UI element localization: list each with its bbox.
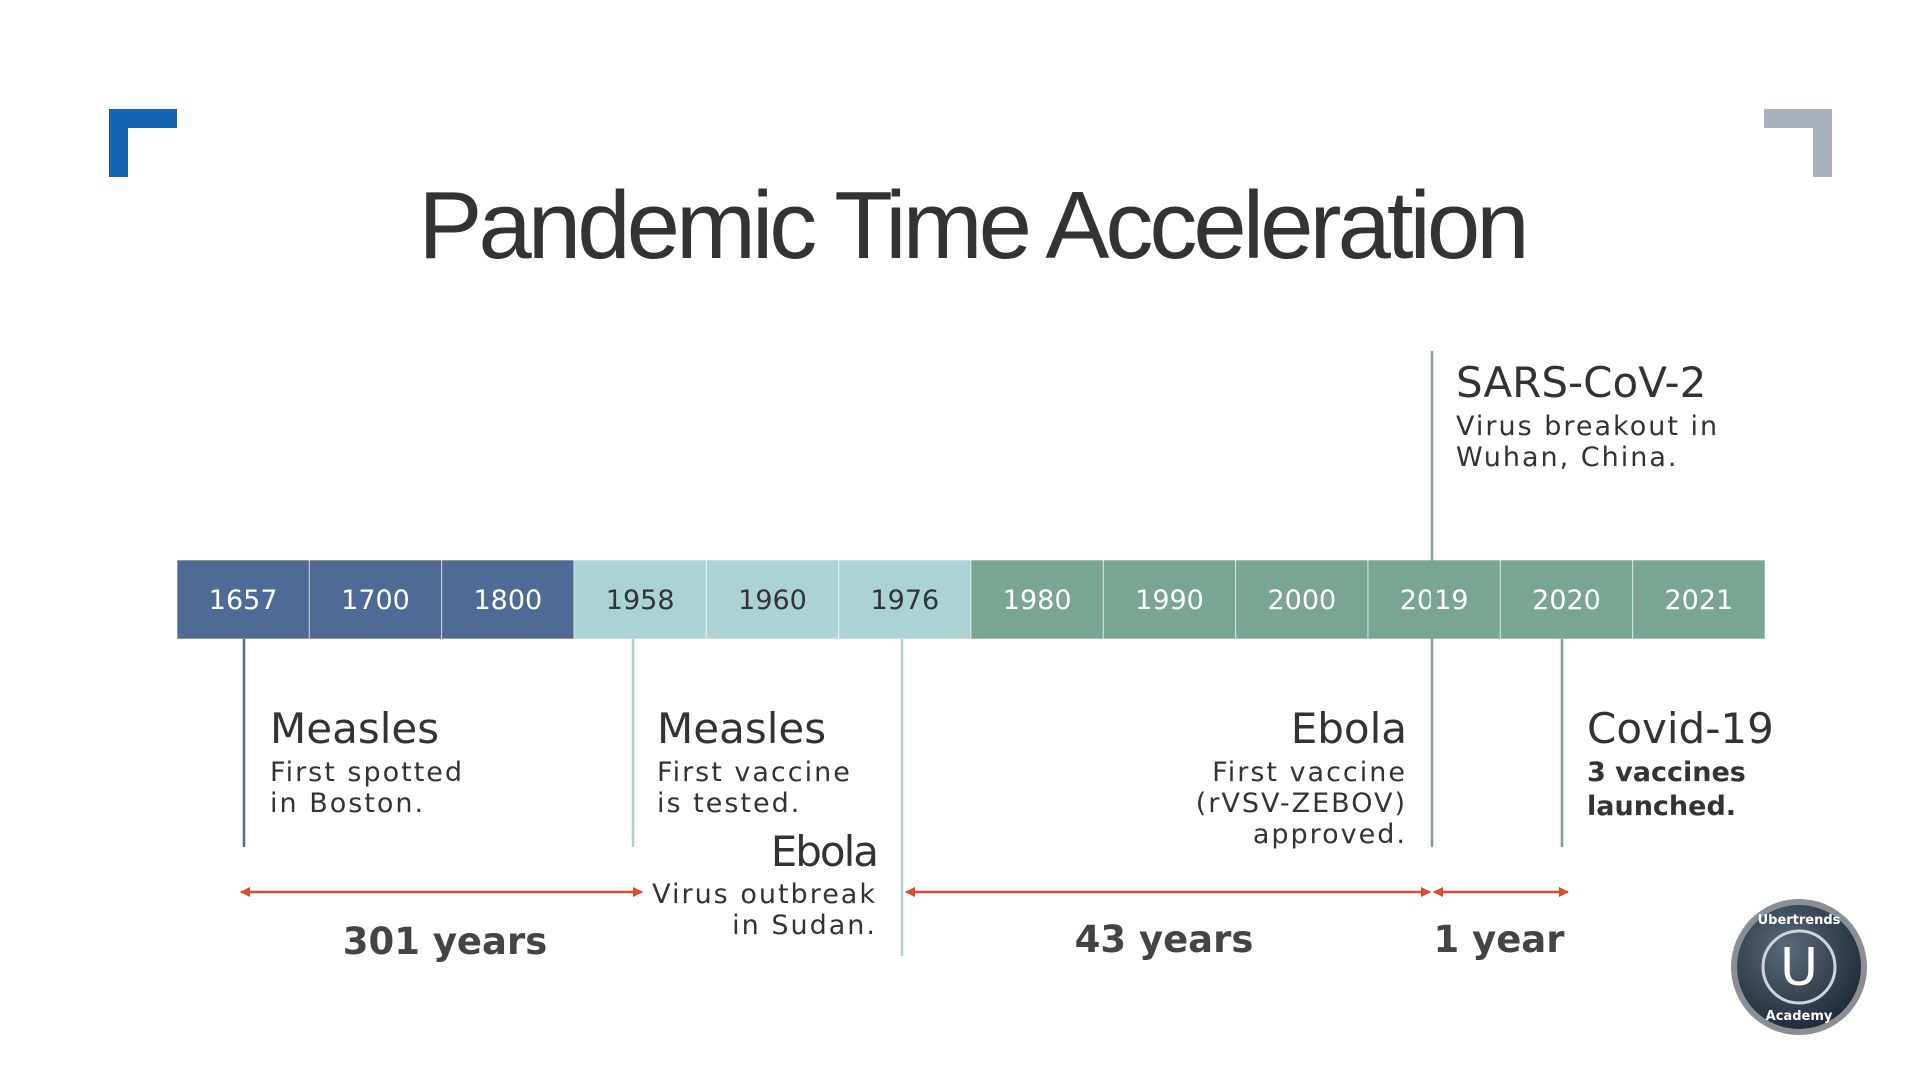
timeline-cell	[705, 559, 840, 640]
timeline-year: 1976	[870, 585, 939, 616]
event-text: First spotted	[270, 757, 464, 788]
logo-text: Ubertrends	[1758, 913, 1841, 928]
span-label: 1 year	[1433, 918, 1565, 961]
title: Pandemic Time Acceleration	[418, 172, 1525, 279]
timeline-cell	[573, 559, 707, 640]
timeline-year: 2021	[1664, 585, 1733, 616]
logo-badge	[1737, 905, 1861, 1029]
timeline-cell	[970, 559, 1104, 640]
logo-inner	[1761, 929, 1837, 1005]
timeline-cell	[1235, 559, 1369, 640]
timeline-cell	[1102, 559, 1237, 640]
event-name: Ebola	[771, 827, 877, 876]
event-name: Measles	[270, 704, 439, 753]
event-text: (rVSV-ZEBOV)	[1196, 788, 1407, 819]
event-text: First vaccine	[1212, 757, 1407, 788]
event-text: Virus breakout in	[1456, 411, 1719, 442]
timeline-year: 1960	[738, 585, 807, 616]
event-name: Measles	[657, 704, 826, 753]
event-lines	[242, 351, 1564, 956]
timeline-year: 2019	[1400, 585, 1469, 616]
event-text: Virus outbreak	[652, 879, 877, 910]
timeline-year: 1990	[1135, 585, 1204, 616]
timeline-cell	[1632, 559, 1766, 640]
event-text: approved.	[1253, 819, 1407, 850]
event-text: First vaccine	[657, 757, 852, 788]
event-name: Covid-19	[1587, 704, 1774, 753]
event-text: in Boston.	[270, 788, 425, 819]
span-label: 301 years	[343, 920, 548, 963]
span-label: 43 years	[1075, 918, 1254, 961]
events: Measles First spotted in Boston. Measles…	[270, 358, 1774, 941]
event-name: SARS-CoV-2	[1456, 358, 1706, 407]
timeline-cell	[176, 559, 310, 640]
timeline-bar: 1657 1700 1800 1958 1960 1976 1980 1990 2000 2019…	[176, 559, 1766, 640]
logo-letter: U	[1780, 938, 1818, 998]
timeline-cell	[1367, 559, 1501, 640]
event-text: 3 vaccines	[1587, 757, 1746, 788]
timeline-year: 1958	[606, 585, 675, 616]
timeline-year: 2020	[1532, 585, 1601, 616]
timeline-year: 1980	[1003, 585, 1072, 616]
timeline-year: 1657	[209, 585, 278, 616]
timeline-cell	[441, 559, 575, 640]
logo: Ubertrends U Academy	[1731, 899, 1867, 1035]
timeline-year: 2000	[1267, 585, 1336, 616]
corner-bracket	[109, 109, 177, 177]
timeline-year: 1700	[341, 585, 410, 616]
logo-text: Academy	[1766, 1009, 1833, 1024]
event-text: launched.	[1587, 791, 1736, 822]
corner-bracket	[1764, 109, 1832, 177]
event-text: Wuhan, China.	[1456, 442, 1679, 473]
event-text: is tested.	[657, 788, 801, 819]
event-text: in Sudan.	[732, 910, 877, 941]
event-name: Ebola	[1291, 704, 1407, 753]
timeline-cell	[838, 559, 972, 640]
spans: 301 years 43 years 1 year	[240, 887, 1569, 963]
timeline-cell	[308, 559, 443, 640]
timeline-year: 1800	[473, 585, 542, 616]
